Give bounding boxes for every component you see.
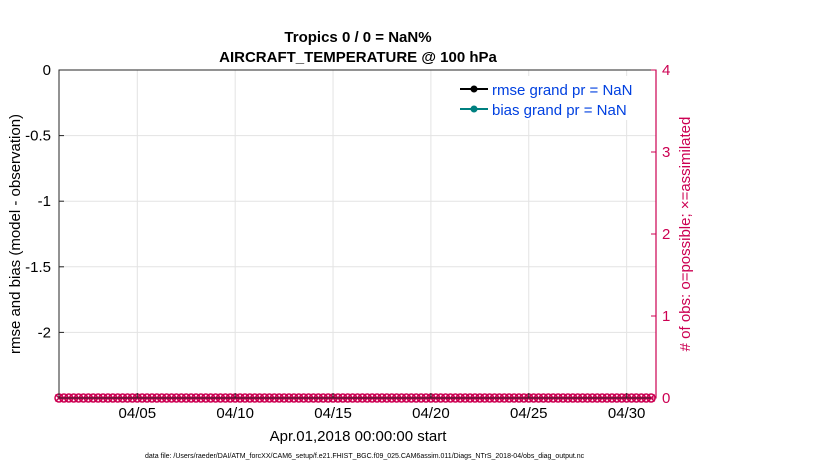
y2-tick-label: 0 [662, 390, 670, 407]
x-tick-label: 04/25 [510, 405, 548, 422]
legend-bias-label: bias grand pr = NaN [492, 102, 627, 119]
left-axis-ticks: 0 -0.5 -1 -1.5 -2 [25, 62, 64, 341]
x-tick-label: 04/15 [314, 405, 352, 422]
x-tick-label: 04/05 [119, 405, 157, 422]
y2-tick-label: 4 [662, 62, 670, 79]
grid-lines [59, 69, 656, 398]
legend-box [452, 76, 650, 120]
y-tick-label: -1.5 [25, 259, 51, 276]
y-tick-label: -2 [38, 324, 51, 341]
legend-bias-marker [470, 105, 478, 113]
x-tick-label: 04/20 [412, 405, 450, 422]
x-axis-ticks: 04/05 04/10 04/15 04/20 04/25 04/30 [119, 393, 646, 422]
y2-tick-label: 3 [662, 144, 670, 161]
y-tick-label: 0 [43, 62, 51, 79]
right-axis-ticks: 0 1 2 3 4 [651, 62, 670, 407]
y-tick-label: -1 [38, 193, 51, 210]
chart-subtitle: AIRCRAFT_TEMPERATURE @ 100 hPa [219, 49, 497, 66]
data-file-footer: data file: /Users/raeder/DAI/ATM_forcXX/… [145, 453, 585, 460]
y-axis-label: rmse and bias (model - observation) [7, 114, 24, 354]
legend-rmse-label: rmse grand pr = NaN [492, 82, 632, 99]
x-axis-label: Apr.01,2018 00:00:00 start [270, 428, 448, 445]
y2-tick-label: 1 [662, 308, 670, 325]
legend-rmse-marker [470, 85, 478, 93]
y2-tick-label: 2 [662, 226, 670, 243]
legend: rmse grand pr = NaN bias grand pr = NaN [452, 76, 650, 120]
y2-axis-label: # of obs: o=possible; ×=assimilated [677, 117, 694, 352]
x-tick-label: 04/10 [216, 405, 254, 422]
x-tick-label: 04/30 [608, 405, 646, 422]
y-tick-label: -0.5 [25, 128, 51, 145]
chart-title: Tropics 0 / 0 = NaN% [284, 29, 431, 46]
